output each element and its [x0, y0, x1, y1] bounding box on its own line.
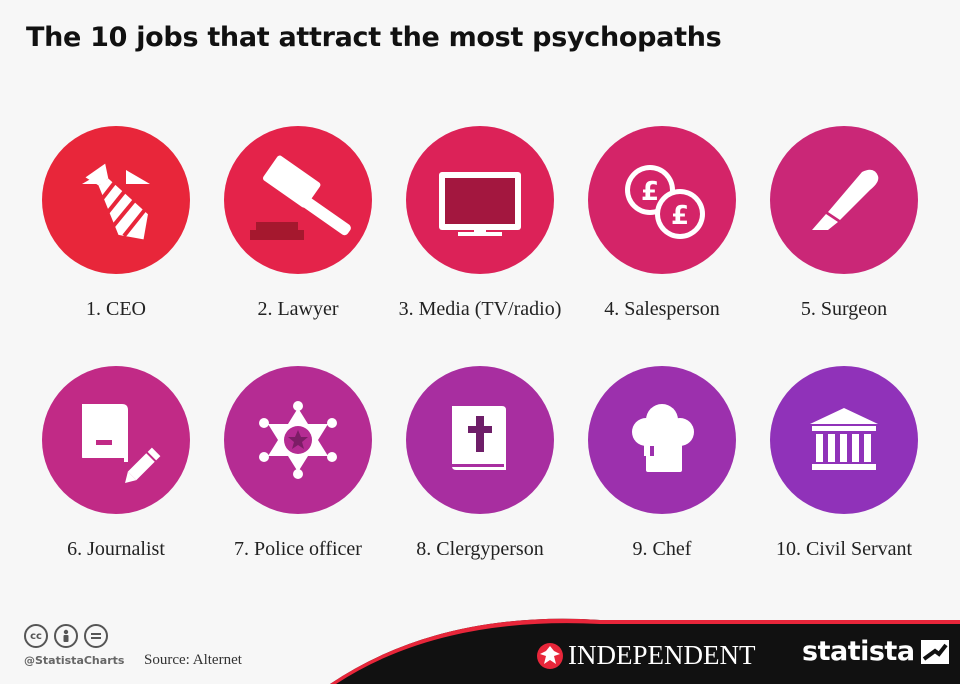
license-icons: cc	[24, 624, 108, 648]
job-circle	[406, 366, 554, 514]
job-label: 4. Salesperson	[604, 298, 720, 320]
job-chef: 9. Chef	[571, 366, 753, 561]
independent-wordmark: INDEPENDENT	[568, 640, 756, 670]
job-salesperson: £ £ 4. Salesperson	[571, 126, 753, 321]
job-media: 3. Media (TV/radio)	[389, 126, 571, 321]
no-derivatives-icon	[84, 624, 108, 648]
job-label: 9. Chef	[632, 538, 692, 560]
government-building-icon	[810, 408, 878, 470]
statista-logo[interactable]: statista	[802, 636, 949, 667]
tie-icon	[82, 163, 150, 240]
source-note: Source: Alternet	[144, 652, 242, 668]
sheriff-star-icon	[259, 401, 337, 479]
job-label: 7. Police officer	[234, 538, 362, 560]
job-clergyperson: 8. Clergyperson	[389, 366, 571, 561]
statista-handle: @StatistaCharts	[24, 654, 125, 667]
page-title: The 10 jobs that attract the most psycho…	[26, 22, 722, 53]
statista-mark-icon	[920, 639, 949, 664]
brand-band	[330, 618, 960, 684]
job-circle	[224, 126, 372, 274]
job-label: 2. Lawyer	[257, 298, 339, 320]
job-circle	[224, 366, 372, 514]
independent-logo[interactable]: INDEPENDENT	[536, 640, 755, 671]
job-circle	[42, 366, 190, 514]
attribution-icon	[54, 624, 78, 648]
job-label: 1. CEO	[86, 298, 146, 320]
job-label: 8. Clergyperson	[416, 538, 544, 560]
notebook-pencil-icon	[82, 404, 161, 483]
eagle-icon	[537, 642, 563, 669]
job-circle	[406, 126, 554, 274]
tv-icon	[439, 172, 521, 236]
bible-icon	[452, 406, 506, 470]
scalpel-icon	[812, 169, 879, 230]
statista-wordmark: statista	[802, 636, 915, 667]
job-police-officer: 7. Police officer	[207, 366, 389, 561]
job-label: 6. Journalist	[67, 538, 165, 560]
job-surgeon: 5. Surgeon	[753, 126, 935, 321]
job-civil-servant: 10. Civil Servant	[753, 366, 935, 561]
job-journalist: 6. Journalist	[25, 366, 207, 561]
job-lawyer: 2. Lawyer	[207, 126, 389, 321]
pound-coins-icon: £ £	[625, 165, 705, 239]
job-circle	[588, 366, 736, 514]
job-label: 5. Surgeon	[800, 298, 888, 320]
svg-text:£: £	[641, 177, 659, 207]
job-label: 10. Civil Servant	[775, 538, 913, 560]
chef-hat-icon	[632, 404, 694, 472]
cc-icon: cc	[24, 624, 48, 648]
gavel-icon	[250, 155, 351, 240]
job-ceo: 1. CEO	[25, 126, 207, 321]
svg-text:£: £	[671, 201, 689, 231]
job-circle	[770, 366, 918, 514]
job-circle	[42, 126, 190, 274]
job-label: 3. Media (TV/radio)	[398, 298, 562, 320]
job-circle: £ £	[588, 126, 736, 274]
job-circle	[770, 126, 918, 274]
